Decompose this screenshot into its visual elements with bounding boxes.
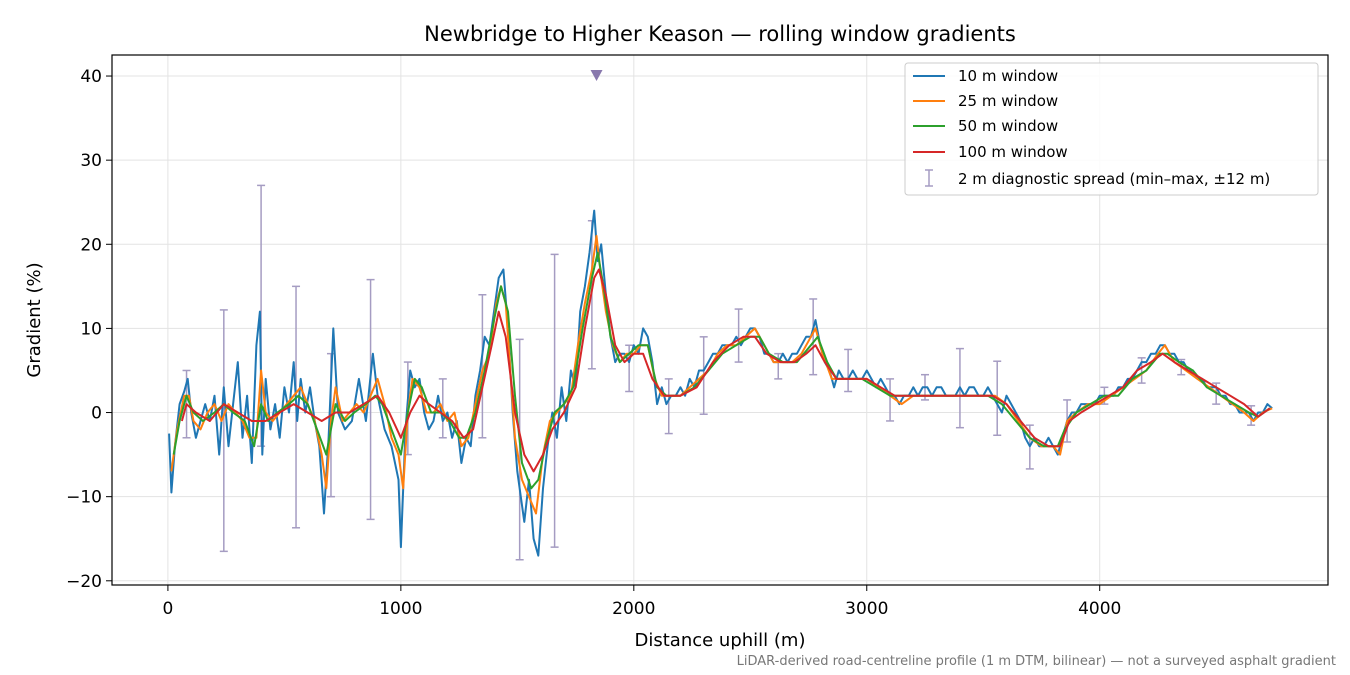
- y-tick-label: 30: [80, 151, 102, 171]
- series-line-100: [180, 268, 1271, 473]
- legend-box: [904, 62, 1319, 196]
- x-tick-label: 0: [162, 599, 173, 619]
- caption-note: LiDAR-derived road-centreline profile (1…: [737, 654, 1336, 669]
- x-tick-label: 1000: [379, 599, 422, 619]
- spread-bar: [809, 298, 818, 376]
- legend-swatch-spread: [925, 169, 933, 187]
- spread-bar: [478, 294, 487, 439]
- spread-bar: [664, 378, 673, 435]
- legend-label-50m: 50 m window: [958, 117, 1058, 135]
- y-tick-label: 20: [80, 235, 102, 255]
- legend-label-spread: 2 m diagnostic spread (min–max, ±12 m): [958, 170, 1270, 188]
- y-axis-ticks: −20 −10 0 10 20 30 40: [66, 67, 112, 592]
- legend-label-100m: 100 m window: [958, 143, 1068, 161]
- spread-bar: [886, 378, 895, 422]
- y-tick-label: 10: [80, 319, 102, 339]
- y-axis-label: Gradient (%): [24, 262, 45, 377]
- y-tick-label: 40: [80, 67, 102, 87]
- x-tick-label: 4000: [1078, 599, 1121, 619]
- peak-marker-layer: [590, 70, 603, 82]
- x-tick-label: 2000: [612, 599, 655, 619]
- x-axis-label: Distance uphill (m): [635, 630, 806, 651]
- spread-bar: [844, 348, 853, 393]
- y-tick-label: −20: [66, 572, 102, 592]
- series-lines: [168, 209, 1273, 557]
- spread-bar: [774, 352, 783, 380]
- peak-marker: [590, 70, 603, 82]
- legend: 10 m window 25 m window 50 m window 100 …: [904, 62, 1319, 196]
- chart-title: Newbridge to Higher Keason — rolling win…: [424, 22, 1016, 46]
- legend-label-25m: 25 m window: [958, 92, 1058, 110]
- y-tick-label: −10: [66, 488, 102, 508]
- x-axis-ticks: 0 1000 2000 3000 4000: [162, 585, 1121, 619]
- legend-label-10m: 10 m window: [958, 67, 1058, 85]
- x-tick-label: 3000: [845, 599, 888, 619]
- spread-bar: [550, 253, 559, 548]
- y-tick-label: 0: [91, 404, 102, 424]
- plot-frame: [111, 54, 1329, 586]
- spread-bar: [219, 309, 228, 553]
- spread-bar: [734, 308, 743, 363]
